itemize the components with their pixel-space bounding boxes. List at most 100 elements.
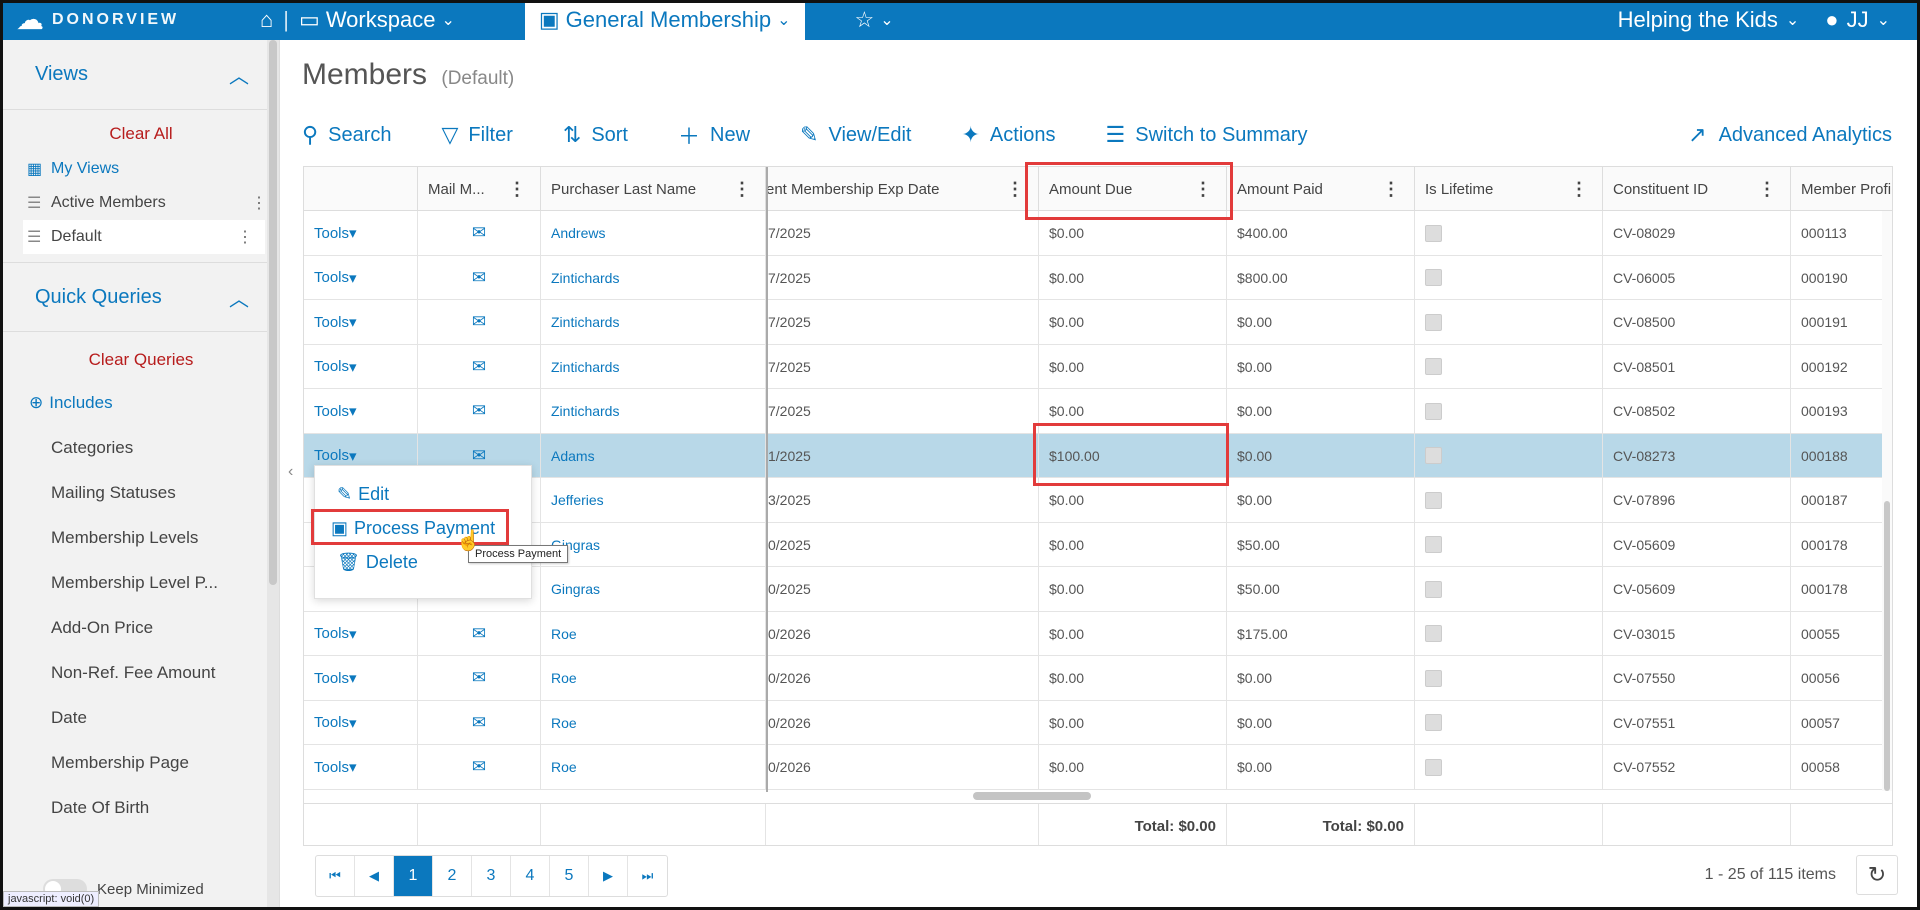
is-lifetime-checkbox[interactable] [1425, 447, 1442, 464]
edit-menu-item[interactable]: ✎ Edit [337, 484, 389, 505]
query-item[interactable]: Mailing Statuses [51, 482, 176, 502]
purchaser-last-name-link[interactable]: Gingras [541, 567, 766, 611]
is-lifetime-checkbox[interactable] [1425, 758, 1442, 776]
header-is-lifetime[interactable]: Is Lifetime ⋮ [1415, 167, 1603, 211]
purchaser-last-name-link[interactable]: Roe [541, 611, 766, 656]
is-lifetime-checkbox[interactable] [1425, 625, 1442, 642]
mail-cell[interactable]: ✉ [418, 255, 541, 300]
table-row[interactable]: Tools ▾ ✉ Roe 0/2026 $0.00 $175.00 CV-03015 000… [304, 611, 1892, 656]
purchaser-last-name-link[interactable]: Zintichards [541, 344, 766, 389]
kebab-menu-icon[interactable]: ⋮ [251, 195, 267, 212]
tools-dropdown[interactable]: Tools ▾ [304, 745, 418, 789]
page-button-4[interactable]: 4 [511, 856, 550, 896]
mail-cell[interactable]: ✉ [418, 700, 541, 745]
is-lifetime-checkbox[interactable] [1425, 358, 1442, 375]
envelope-icon[interactable]: ✉ [471, 623, 487, 643]
grid-horizontal-scroll-thumb[interactable] [973, 792, 1091, 800]
mail-cell[interactable] [418, 567, 541, 611]
tools-dropdown[interactable]: Tools ▾ [304, 656, 418, 700]
tools-dropdown[interactable]: Tools ▾ [304, 611, 418, 656]
page-button-1[interactable]: 1 [394, 856, 433, 896]
mail-cell[interactable] [418, 478, 541, 522]
mail-cell[interactable]: ✉ [418, 656, 541, 700]
column-menu-icon[interactable]: ⋮ [508, 179, 526, 199]
table-row[interactable]: Tools ▾ ✉ Zintichards 7/2025 $0.00 $0.00 CV-08… [304, 389, 1892, 434]
view-item-default[interactable]: ☰ Default ⋮ [23, 220, 265, 254]
view-edit-button[interactable]: ✎ View/Edit [800, 122, 911, 148]
sidebar-scroll-thumb[interactable] [269, 40, 277, 585]
header-amount-due[interactable]: Amount Due ⋮ [1039, 167, 1227, 211]
tools-dropdown[interactable]: Tools ▾ [304, 344, 418, 389]
kebab-menu-icon[interactable]: ⋮ [237, 229, 253, 246]
purchaser-last-name-link[interactable]: Andrews [541, 211, 766, 255]
purchaser-last-name-link[interactable]: Adams [541, 433, 766, 478]
advanced-analytics-button[interactable]: ↗ Advanced Analytics [1688, 122, 1892, 148]
table-row[interactable]: Tools ▾ ✉ Andrews 7/2025 $0.00 $400.00 CV-0802… [304, 211, 1892, 256]
drag-handle-icon[interactable]: ☰ [27, 229, 42, 246]
is-lifetime-checkbox[interactable] [1425, 402, 1442, 420]
table-row[interactable]: Tools ▾ ✉ Adams 1/2025 $100.00 $0.00 CV-08273 0… [304, 433, 1892, 478]
purchaser-last-name-link[interactable]: Gingras [541, 522, 766, 567]
tools-dropdown[interactable]: Tools ▾ [304, 389, 418, 433]
envelope-icon[interactable]: ✉ [471, 401, 487, 420]
mail-cell[interactable]: ✉ [418, 389, 541, 433]
header-purchaser-last-name[interactable]: Purchaser Last Name ⋮ [541, 167, 766, 211]
header-exp-date[interactable]: ent Membership Exp Date ⋮ [766, 167, 1039, 211]
envelope-icon[interactable]: ✉ [471, 267, 487, 287]
brand[interactable]: ☁ DONORVIEW [0, 6, 250, 34]
is-lifetime-checkbox[interactable] [1425, 491, 1442, 509]
query-item[interactable]: Membership Page [51, 752, 189, 772]
mail-cell[interactable] [418, 522, 541, 567]
sort-button[interactable]: ⇅ Sort [563, 122, 628, 148]
header-member-profile[interactable]: Member Profil [1791, 167, 1892, 211]
header-mail[interactable]: Mail M... ⋮ [418, 167, 541, 211]
view-item-active-members[interactable]: ☰ Active Members ⋮ [3, 186, 279, 220]
query-item[interactable]: Date Of Birth [51, 797, 150, 817]
mail-cell[interactable]: ✉ [418, 611, 541, 656]
tools-dropdown[interactable]: Tools ▾ [304, 700, 418, 745]
table-row[interactable]: Tools ▾ ✉ Roe 0/2026 $0.00 $0.00 CV-07551 00057 [304, 700, 1892, 745]
purchaser-last-name-link[interactable]: Roe [541, 656, 766, 700]
is-lifetime-checkbox[interactable] [1425, 313, 1442, 331]
query-item[interactable]: Date [51, 707, 87, 727]
query-item[interactable]: Membership Levels [51, 527, 199, 547]
column-menu-icon[interactable]: ⋮ [1194, 179, 1212, 199]
mail-cell[interactable]: ✉ [418, 745, 541, 789]
mail-cell[interactable]: ✉ [418, 300, 541, 344]
is-lifetime-checkbox[interactable] [1425, 536, 1442, 553]
tools-dropdown[interactable]: Tools ▾ [304, 433, 418, 478]
tools-dropdown[interactable]: Tools ▾ [304, 211, 418, 255]
page-button-2[interactable]: 2 [433, 856, 472, 896]
page-button-5[interactable]: 5 [550, 856, 589, 896]
table-row[interactable]: Gingras 0/2025 $0.00 $50.00 CV-05609 000178 [304, 567, 1892, 612]
last-page-button[interactable]: ⏭ [641, 868, 654, 883]
next-page-button[interactable]: ▶ [589, 856, 628, 896]
grid-vertical-scrollbar[interactable] [1882, 211, 1892, 791]
clear-queries-link[interactable]: Clear Queries [88, 350, 194, 369]
table-row[interactable]: Tools ▾ ✉ Zintichards 7/2025 $0.00 $0.00 CV-08… [304, 344, 1892, 389]
sidebar-scrollbar[interactable] [267, 40, 279, 907]
purchaser-last-name-link[interactable]: Jefferies [541, 478, 766, 522]
grid-vertical-scroll-thumb[interactable] [1884, 501, 1890, 791]
quick-queries-section-header[interactable]: Quick Queries ︿ [3, 262, 279, 332]
table-row[interactable]: Tools ▾ ✉ Roe 0/2026 $0.00 $0.00 CV-07550 00056 [304, 656, 1892, 701]
purchaser-last-name-link[interactable]: Zintichards [541, 389, 766, 433]
actions-button[interactable]: ✦ Actions [961, 122, 1055, 148]
chevron-up-icon[interactable]: ︿ [229, 288, 249, 311]
envelope-icon[interactable]: ✉ [471, 356, 487, 376]
envelope-icon[interactable]: ✉ [471, 312, 487, 331]
purchaser-last-name-link[interactable]: Zintichards [541, 300, 766, 344]
column-menu-icon[interactable]: ⋮ [1382, 179, 1400, 199]
table-row[interactable]: Tools ▾ ✉ Zintichards 7/2025 $0.00 $800.00 CV-… [304, 255, 1892, 300]
previous-page-button[interactable]: ◀ [355, 856, 394, 896]
query-item[interactable]: Add-On Price [51, 617, 154, 637]
organization-menu[interactable]: Helping the Kids ⌄ [1618, 7, 1800, 33]
new-button[interactable]: ＋ New [678, 119, 750, 151]
clear-all-link[interactable]: Clear All [109, 124, 173, 143]
header-constituent-id[interactable]: Constituent ID ⋮ [1603, 167, 1791, 211]
header-amount-paid[interactable]: Amount Paid ⋮ [1227, 167, 1415, 211]
is-lifetime-checkbox[interactable] [1425, 580, 1442, 598]
envelope-icon[interactable]: ✉ [471, 223, 487, 242]
includes-link[interactable]: ⊕ Includes [3, 380, 279, 425]
envelope-icon[interactable]: ✉ [471, 757, 487, 776]
